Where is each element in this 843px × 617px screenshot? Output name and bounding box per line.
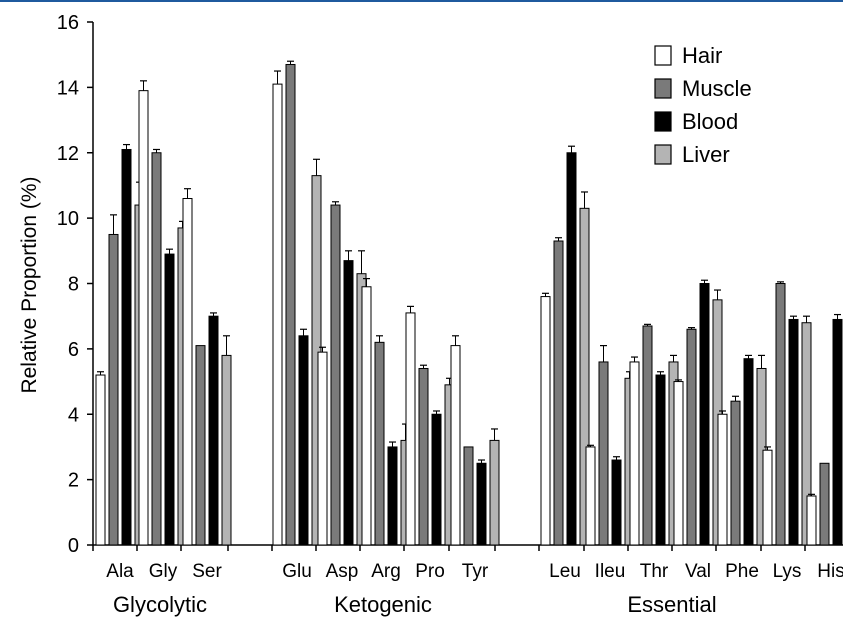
bar-blood-lys	[788, 318, 799, 546]
legend-swatch-hair	[654, 45, 672, 66]
category-label-tyr: Tyr	[462, 561, 489, 582]
legend-swatch-muscle	[654, 78, 672, 99]
bar-muscle-ileu	[598, 361, 609, 546]
category-label-phe: Phe	[725, 561, 759, 582]
bar-muscle-val	[686, 328, 697, 546]
bar-blood-ser	[208, 315, 219, 546]
top-rule	[0, 0, 843, 2]
bar-muscle-arg	[374, 341, 385, 546]
category-label-glu: Glu	[282, 561, 312, 582]
y-tick-label: 2	[68, 470, 79, 492]
y-tick-label: 10	[57, 208, 79, 230]
bar-blood-tyr	[476, 462, 487, 546]
legend: Hair Muscle Blood Liver	[654, 43, 752, 167]
y-tick-label: 4	[68, 404, 79, 426]
category-label-gly: Gly	[149, 561, 178, 582]
bar-hair-pro	[405, 312, 416, 546]
bar-blood-phe	[743, 358, 754, 546]
bar-liver-tyr	[489, 439, 500, 546]
bar-hair-glu	[272, 83, 283, 546]
category-label-pro: Pro	[415, 561, 445, 582]
bar-muscle-asp	[330, 204, 341, 546]
category-label-val: Val	[685, 561, 711, 582]
bar-muscle-ser	[195, 345, 206, 546]
bar-hair-thr	[629, 361, 640, 546]
bar-muscle-gly	[151, 152, 162, 546]
bar-hair-asp	[317, 351, 328, 546]
legend-label-blood: Blood	[682, 109, 738, 134]
category-label-ala: Ala	[106, 561, 134, 582]
y-tick-label: 12	[57, 143, 79, 165]
legend-label-muscle: Muscle	[682, 76, 752, 101]
bar-hair-tyr	[450, 345, 461, 546]
category-label-his: His	[817, 561, 843, 582]
category-label-asp: Asp	[326, 561, 359, 582]
bar-hair-ala	[95, 374, 106, 546]
bar-hair-ser	[182, 198, 193, 546]
bar-hair-gly	[138, 90, 149, 546]
bar-muscle-ala	[108, 233, 119, 546]
group-label-ketogenic: Ketogenic	[334, 592, 432, 617]
bar-hair-lys	[762, 449, 773, 546]
bar-blood-arg	[387, 446, 398, 546]
bar-hair-his	[806, 495, 817, 546]
y-axis-title: Relative Proportion (%)	[18, 176, 41, 393]
y-tick-label: 8	[68, 274, 79, 296]
bar-blood-asp	[343, 260, 354, 546]
category-label-thr: Thr	[640, 561, 669, 582]
bar-hair-val	[673, 381, 684, 546]
bar-hair-arg	[361, 286, 372, 546]
bar-liver-ser	[221, 354, 232, 546]
bar-muscle-tyr	[463, 446, 474, 546]
category-label-ileu: Ileu	[595, 561, 626, 582]
legend-label-liver: Liver	[682, 142, 730, 167]
labels: Ala Gly Ser Glu Asp Arg Pro Tyr Leu Ileu Thr Val Phe…	[106, 561, 843, 617]
bar-muscle-phe	[730, 400, 741, 546]
legend-swatch-blood	[654, 111, 672, 132]
bar-blood-ala	[121, 148, 132, 546]
bar-blood-his	[832, 318, 843, 546]
bar-muscle-his	[819, 462, 830, 546]
bar-blood-pro	[431, 413, 442, 546]
bar-muscle-leu	[553, 240, 564, 546]
bar-muscle-lys	[775, 283, 786, 546]
y-tick-label: 0	[68, 535, 79, 557]
bar-muscle-pro	[418, 367, 429, 546]
bar-muscle-glu	[285, 63, 296, 546]
bar-hair-leu	[540, 296, 551, 546]
bar-hair-phe	[717, 413, 728, 546]
y-tick-label: 14	[57, 77, 79, 99]
bar-blood-ileu	[611, 459, 622, 546]
group-label-glycolytic: Glycolytic	[113, 592, 207, 617]
bar-blood-gly	[164, 253, 175, 546]
bar-blood-leu	[566, 152, 577, 546]
y-tick-label: 16	[57, 12, 79, 34]
bar-hair-ileu	[585, 446, 596, 546]
group-label-essential: Essential	[627, 592, 716, 617]
category-label-arg: Arg	[371, 561, 401, 582]
y-tick-label: 6	[68, 339, 79, 361]
bar-blood-glu	[298, 335, 309, 546]
bars	[95, 60, 843, 546]
bar-blood-val	[699, 283, 710, 546]
legend-label-hair: Hair	[682, 43, 722, 68]
category-label-leu: Leu	[549, 561, 581, 582]
bar-muscle-thr	[642, 325, 653, 546]
category-label-lys: Lys	[773, 561, 802, 582]
bar-blood-thr	[655, 374, 666, 546]
category-label-ser: Ser	[192, 561, 222, 582]
legend-swatch-liver	[654, 144, 672, 165]
